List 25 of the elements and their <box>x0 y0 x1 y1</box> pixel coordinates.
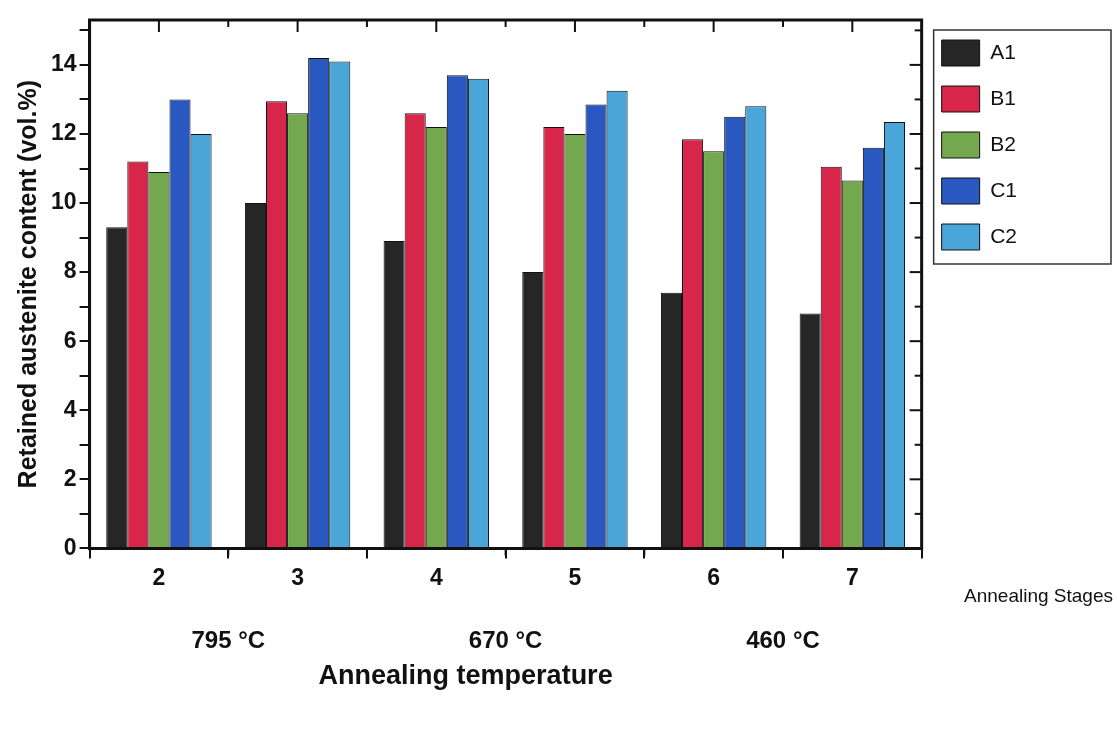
y-tick-label: 14 <box>50 50 77 77</box>
y-tick-label: 12 <box>50 119 77 146</box>
y-tick-label: 4 <box>63 395 77 422</box>
legend-label: B1 <box>990 85 1016 109</box>
x-tick-label: 4 <box>429 563 443 590</box>
legend-label: B2 <box>990 131 1016 155</box>
y-axis-title: Retained austenite content (vol.%) <box>12 80 41 489</box>
y-tick-label: 6 <box>63 326 77 353</box>
y-tick-label: 0 <box>63 533 77 560</box>
legend-label: C1 <box>990 177 1018 201</box>
text: Annealing Stages <box>964 584 1113 606</box>
legend-label: C2 <box>990 223 1018 247</box>
x-tick-label: 2 <box>152 563 166 590</box>
x-tick-label: 3 <box>291 563 304 590</box>
x-tick-label: 5 <box>568 563 582 590</box>
x-tick-label: 7 <box>845 563 859 590</box>
legend-label: A1 <box>990 39 1016 63</box>
x-tick-label: 6 <box>707 563 721 590</box>
text: 670 °C <box>468 626 543 654</box>
text: 460 °C <box>746 626 820 654</box>
text: 795 °C <box>191 626 266 654</box>
y-tick-label: 8 <box>63 257 77 284</box>
y-tick-label: 10 <box>50 188 77 215</box>
x-axis-title: Annealing temperature <box>318 659 613 690</box>
y-tick-label: 2 <box>63 464 77 491</box>
